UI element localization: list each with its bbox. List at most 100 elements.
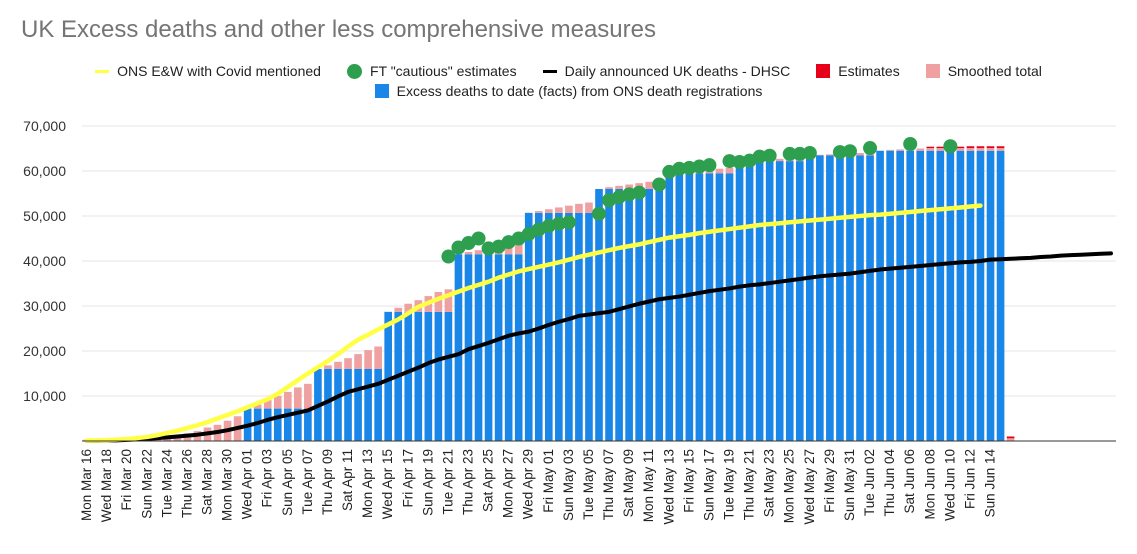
x-tick-label: Thu Mar 26 <box>179 449 194 518</box>
y-tick-label: 30,000 <box>23 298 66 314</box>
bar-facts <box>374 369 382 441</box>
bar-facts <box>324 369 332 441</box>
y-tick-label: 20,000 <box>23 343 66 359</box>
bar-facts <box>434 311 443 441</box>
ft-dot <box>943 139 958 154</box>
estimates-square-swatch-icon <box>816 64 831 78</box>
bar-facts <box>565 212 573 441</box>
ft-dots-group <box>441 137 958 264</box>
legend-item-estimates[interactable]: Estimates <box>816 63 900 79</box>
x-tick-label: Fri Apr 03 <box>260 449 275 508</box>
bar-facts <box>785 161 794 441</box>
bar-smoothed <box>534 211 543 213</box>
x-tick-label: Thu May 21 <box>742 449 757 520</box>
bar-facts <box>856 155 864 441</box>
bar-smoothed <box>263 400 272 409</box>
bar-facts <box>404 311 413 441</box>
x-tick-label: Sun May 17 <box>701 449 716 521</box>
bar-facts <box>414 311 423 441</box>
y-tick-label: 50,000 <box>23 208 66 224</box>
bar-facts <box>645 189 654 441</box>
x-tick-label: Thu May 07 <box>601 449 616 520</box>
bar-facts <box>916 150 925 441</box>
x-tick-label: Sat May 09 <box>621 449 636 517</box>
bar-smoothed <box>474 250 483 255</box>
bar-smoothed <box>896 149 904 151</box>
ft-dot <box>903 137 918 151</box>
bar-facts <box>585 212 593 441</box>
x-tick-label: Mon May 11 <box>641 449 656 522</box>
ft-dot <box>842 144 857 159</box>
bar-estimates <box>936 146 945 149</box>
bar-facts <box>765 161 774 441</box>
bar-facts <box>454 254 463 441</box>
bar-smoothed <box>585 202 593 213</box>
bar-smoothed <box>605 187 613 189</box>
bar-facts <box>775 161 784 441</box>
bar-facts <box>996 150 1005 441</box>
bar-smoothed <box>283 391 292 409</box>
bar-facts <box>986 150 995 441</box>
x-tick-label: Wed May 13 <box>661 449 676 525</box>
bar-facts <box>846 155 854 441</box>
x-tick-label: Fri May 15 <box>681 449 696 513</box>
bar-estimates <box>956 146 965 149</box>
bar-smoothed <box>504 245 513 255</box>
x-tick-label: Mon Mar 16 <box>79 449 94 521</box>
bar-smoothed <box>575 203 583 213</box>
x-tick-label: Sun Apr 19 <box>420 449 435 516</box>
bar-smoothed <box>464 252 473 255</box>
bar-facts <box>665 173 674 441</box>
ft-dot <box>802 146 817 160</box>
bar-smoothed <box>715 168 724 174</box>
dhsc-line-swatch-icon <box>542 69 557 73</box>
bar-facts <box>896 150 904 441</box>
bar-facts <box>966 150 975 441</box>
y-tick-label: 70,000 <box>23 118 66 134</box>
legend-item-ft[interactable]: FT "cautious" estimates <box>346 63 517 79</box>
legend-item-ons[interactable]: ONS E&W with Covid mentioned <box>95 63 321 79</box>
bar-smoothed <box>926 148 935 151</box>
bar-facts <box>836 155 844 441</box>
bar-smoothed <box>304 383 312 409</box>
legend-item-smoothed[interactable]: Smoothed total <box>925 63 1042 79</box>
x-tick-label: Mon Apr 13 <box>360 449 375 518</box>
bar-facts <box>725 173 734 441</box>
bar-facts <box>735 161 744 441</box>
smoothed-square-swatch-icon <box>925 64 940 78</box>
series-line-ons <box>84 203 983 443</box>
x-tick-label: Sun Jun 14 <box>983 449 998 518</box>
bar-smoothed <box>544 209 553 213</box>
bar-smoothed <box>444 289 453 312</box>
x-tick-label: Mon Jun 08 <box>922 449 937 520</box>
x-tick-label: Fri May 29 <box>822 449 837 513</box>
legend-label-estimates: Estimates <box>838 63 900 79</box>
legend-item-facts[interactable]: Excess deaths to date (facts) from ONS d… <box>374 83 762 99</box>
y-tick-label: 40,000 <box>23 253 66 269</box>
x-tick-label: Sun Apr 05 <box>280 449 295 516</box>
bar-facts <box>625 189 633 441</box>
bar-facts <box>685 173 694 441</box>
bar-smoothed <box>886 149 894 151</box>
bar-facts <box>816 155 824 441</box>
x-tick-label: Wed Jun 10 <box>942 449 957 521</box>
bar-facts <box>745 161 754 441</box>
ft-dot <box>652 177 667 192</box>
x-tick-label: Mon Mar 30 <box>220 449 235 521</box>
legend-label-dhsc: Daily announced UK deaths - DHSC <box>564 63 791 79</box>
bar-estimates <box>966 146 975 149</box>
bar-facts <box>946 150 955 441</box>
bar-estimates <box>976 146 985 149</box>
legend-label-ons: ONS E&W with Covid mentioned <box>117 63 321 79</box>
legend-item-dhsc[interactable]: Daily announced UK deaths - DHSC <box>542 63 791 79</box>
bar-smoothed <box>253 404 262 409</box>
ft-dot <box>672 161 687 176</box>
ft-dot <box>792 146 807 161</box>
chart-title: UK Excess deaths and other less comprehe… <box>21 16 656 43</box>
bar-estimates <box>926 146 935 149</box>
bar-facts <box>826 155 834 441</box>
bar-smoothed <box>916 148 925 151</box>
x-tick-label: Fri May 01 <box>541 449 556 513</box>
x-tick-label: Tue Apr 07 <box>300 449 315 515</box>
